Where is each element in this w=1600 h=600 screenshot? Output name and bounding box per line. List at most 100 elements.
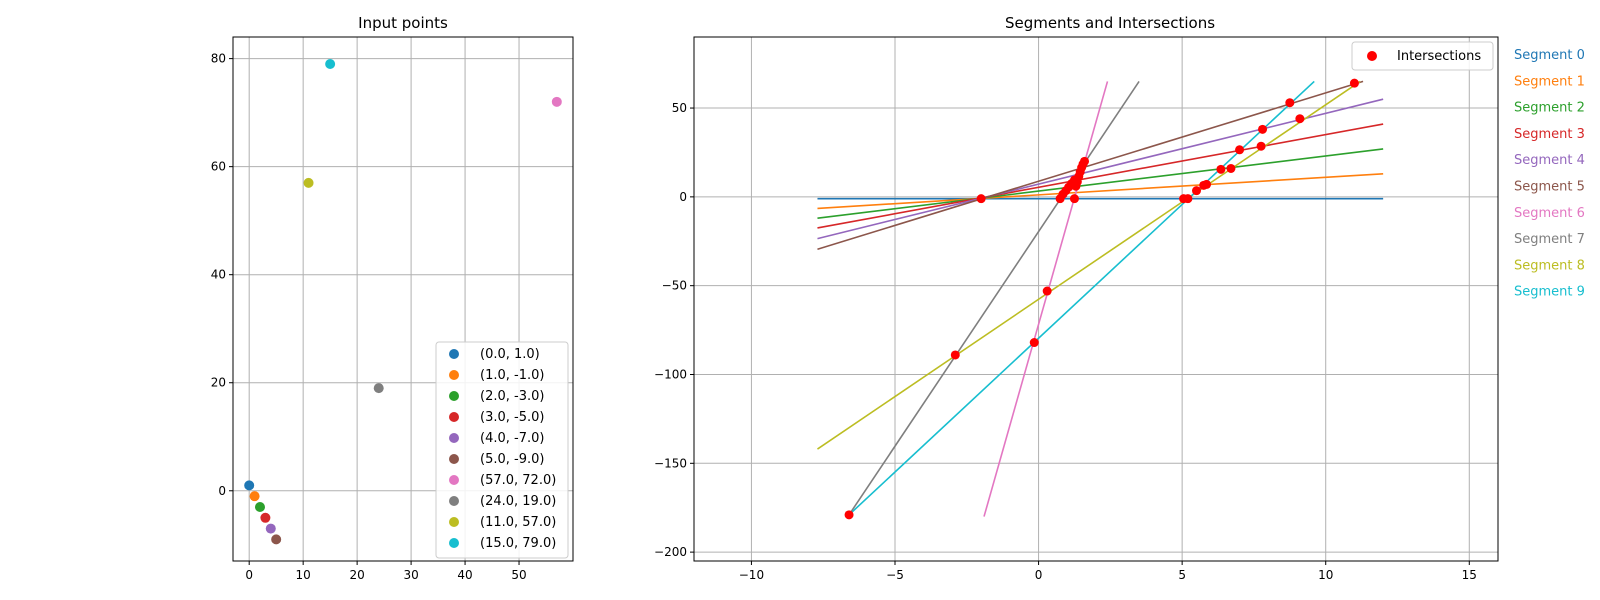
input-points-chart: Input points 0 10 20 30 40 50 0 20 40 60 80 (0.0, …: [211, 14, 574, 582]
legend-label: (11.0, 57.0): [480, 515, 556, 530]
y-tick-label: 60: [211, 160, 226, 174]
legend-marker: [449, 517, 459, 527]
intersection-point: [1235, 145, 1245, 155]
legend: (0.0, 1.0) (1.0, -1.0) (2.0, -3.0) (3.0, -5…: [435, 341, 569, 559]
legend-label: (3.0, -5.0): [480, 410, 544, 425]
chart-title: Segments and Intersections: [1005, 14, 1215, 32]
chart-title: Input points: [358, 14, 448, 32]
legend-marker: [449, 475, 459, 485]
segments-layer: [817, 80, 1384, 517]
x-tick-label: 10: [296, 568, 311, 582]
legend-label: (24.0, 19.0): [480, 494, 556, 509]
segment-label: Segment 4: [1514, 153, 1585, 168]
segment-label: Segment 7: [1514, 232, 1585, 247]
segment-label: Segment 8: [1514, 258, 1585, 273]
legend-box: [1351, 41, 1494, 71]
x-tick-label: 5: [1178, 568, 1186, 582]
y-tick-label: −100: [654, 367, 687, 381]
legend-label: (2.0, -3.0): [480, 389, 544, 404]
x-tick-label: 15: [1462, 568, 1477, 582]
segment-line: [817, 148, 1384, 219]
intersection-point: [1256, 141, 1266, 151]
segment-line: [817, 80, 1364, 251]
legend: Intersections: [1351, 41, 1494, 71]
grid: [233, 37, 573, 561]
legend-marker: [449, 391, 459, 401]
intersection-point: [1080, 156, 1090, 166]
intersection-point: [1029, 338, 1039, 348]
legend-marker: [449, 370, 459, 380]
segment-label: Segment 9: [1514, 285, 1585, 300]
intersection-point: [1285, 98, 1295, 108]
data-point: [271, 534, 282, 545]
segment-label: Segment 5: [1514, 180, 1585, 195]
legend-marker: [449, 412, 459, 422]
segment-line: [817, 123, 1384, 229]
y-tick-label: 40: [211, 268, 226, 282]
y-tick-label: −150: [654, 456, 687, 470]
x-tick-label: −5: [886, 568, 904, 582]
y-tick-label: 50: [672, 101, 687, 115]
segment-label: Segment 0: [1514, 48, 1585, 63]
points-layer: [244, 59, 562, 545]
legend-marker: [449, 349, 459, 359]
data-point: [551, 96, 562, 107]
legend-label: (4.0, -7.0): [480, 431, 544, 446]
segment-label: Segment 6: [1514, 206, 1585, 221]
segment-labels: Segment 0 Segment 1 Segment 2 Segment 3 Segm…: [1514, 48, 1585, 300]
intersection-point: [976, 194, 986, 204]
intersection-point: [1258, 124, 1268, 134]
segment-label: Segment 3: [1514, 127, 1585, 142]
intersection-point: [844, 510, 854, 520]
data-point: [260, 512, 271, 523]
grid: [694, 37, 1498, 561]
intersection-point: [1042, 286, 1052, 296]
intersection-point: [1069, 194, 1079, 204]
y-tick-label: 0: [218, 484, 226, 498]
segment-line: [817, 172, 1384, 210]
x-tick-label: 0: [1035, 568, 1043, 582]
segment-label: Segment 1: [1514, 74, 1585, 89]
legend-label: (5.0, -9.0): [480, 452, 544, 467]
legend-label: (1.0, -1.0): [480, 368, 544, 383]
axis-ticks: 0 10 20 30 40 50 0 20 40 60 80: [211, 52, 527, 582]
data-point: [373, 383, 384, 394]
segment-label: Segment 2: [1514, 101, 1585, 116]
segment-line: [848, 80, 1140, 516]
segment-line: [817, 98, 1384, 240]
intersection-point: [950, 350, 960, 360]
x-tick-label: 40: [457, 568, 472, 582]
intersection-point: [1202, 179, 1212, 189]
legend-marker: [449, 496, 459, 506]
data-point: [325, 59, 336, 70]
legend-marker: [449, 433, 459, 443]
y-tick-label: 0: [679, 190, 687, 204]
segment-line: [983, 81, 1109, 517]
y-tick-label: 80: [211, 52, 226, 66]
intersection-point: [1216, 164, 1226, 174]
x-tick-label: 10: [1318, 568, 1333, 582]
x-tick-label: 50: [511, 568, 526, 582]
legend-box: [435, 341, 569, 559]
legend-marker: [449, 538, 459, 548]
segments-chart: Segments and Intersections −10 −5 0 5 10 15−2…: [654, 14, 1585, 582]
y-tick-label: 20: [211, 376, 226, 390]
intersections-layer: [844, 78, 1359, 520]
legend-label: (57.0, 72.0): [480, 473, 556, 488]
legend-label: Intersections: [1397, 49, 1481, 64]
intersection-point: [1183, 194, 1193, 204]
y-tick-label: −200: [654, 545, 687, 559]
plot-frame: [693, 36, 1499, 562]
y-tick-label: −50: [662, 279, 687, 293]
intersection-point: [1226, 163, 1236, 173]
data-point: [254, 501, 265, 512]
legend-marker: [1367, 51, 1377, 61]
x-tick-label: 30: [403, 568, 418, 582]
intersection-point: [1192, 186, 1201, 196]
data-point: [249, 491, 260, 502]
legend-marker: [449, 454, 459, 464]
plot-frame: [232, 36, 574, 562]
intersection-point: [1349, 78, 1359, 88]
